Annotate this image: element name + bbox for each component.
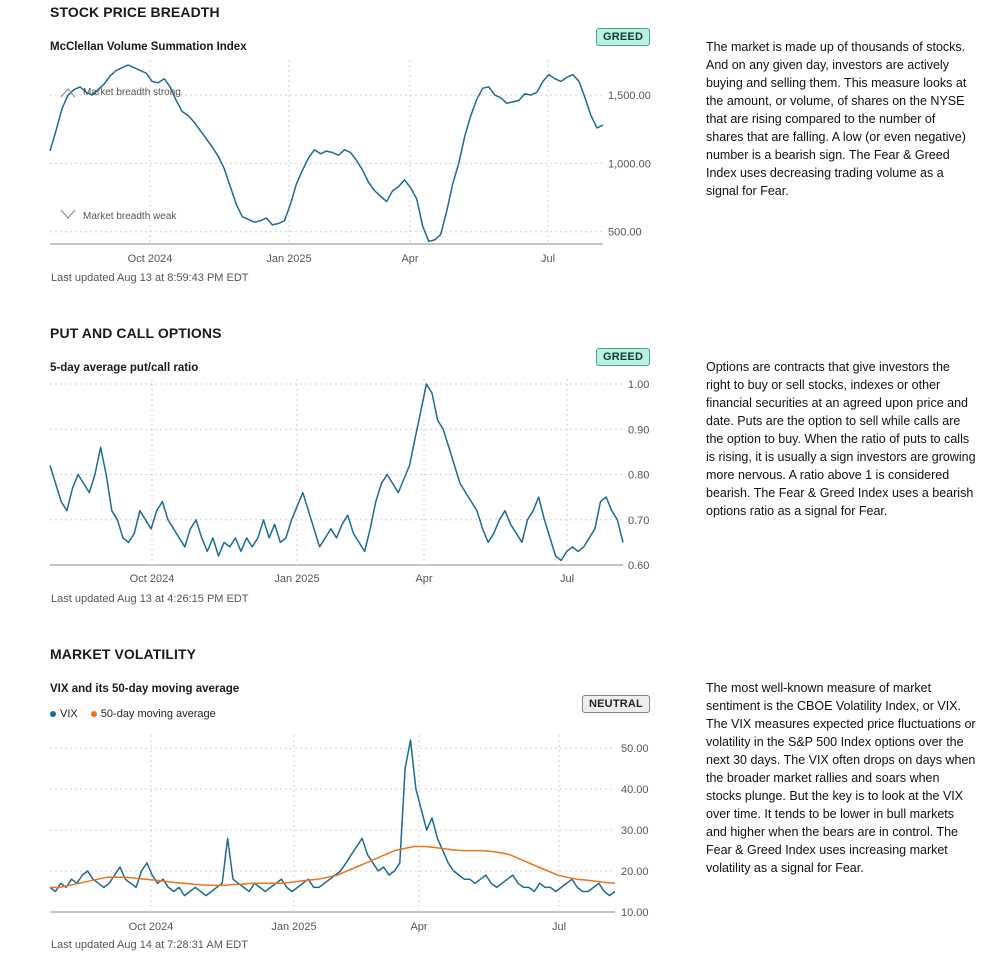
x-tick-label: Apr (401, 253, 418, 265)
x-tick-label: Apr (415, 573, 432, 585)
y-tick-label: 1,000.00 (608, 158, 651, 170)
y-tick-label: 10.00 (621, 907, 649, 919)
x-tick-label: Jan 2025 (274, 573, 319, 585)
x-tick-label: Jul (560, 573, 574, 585)
x-tick-label: Jan 2025 (266, 253, 311, 265)
ma-dot-icon (90, 711, 97, 718)
legend-item-vix[interactable]: VIX (50, 708, 78, 720)
y-tick-label: 500.00 (608, 227, 642, 239)
last-updated: Last updated Aug 13 at 8:59:43 PM EDT (51, 272, 249, 284)
x-tick-label: Oct 2024 (130, 573, 175, 585)
y-tick-label: 50.00 (621, 743, 649, 755)
x-tick-label: Jul (541, 253, 555, 265)
y-tick-label: 1,500.00 (608, 90, 651, 102)
x-tick-label: Jul (552, 921, 566, 933)
sentiment-badge: GREED (596, 28, 651, 46)
series-line (49, 64, 604, 243)
y-tick-label: 0.80 (628, 470, 649, 482)
chart-title: McClellan Volume Summation Index (50, 41, 247, 53)
section-title: STOCK PRICE BREADTH (50, 4, 220, 20)
annotation-breadth-strong: Market breadth strong (83, 87, 181, 98)
chart-legend: VIX 50-day moving average (50, 708, 226, 720)
annotation-breadth-weak: Market breadth weak (83, 211, 177, 222)
vix-series-line (49, 739, 616, 897)
last-updated: Last updated Aug 13 at 4:26:15 PM EDT (51, 593, 249, 605)
chevron-down-icon (60, 209, 76, 219)
legend-item-ma[interactable]: 50-day moving average (90, 708, 216, 720)
section-title: MARKET VOLATILITY (50, 646, 197, 662)
vix-dot-icon (50, 711, 56, 718)
y-tick-label: 0.90 (628, 424, 649, 436)
y-tick-label: 30.00 (621, 825, 649, 837)
last-updated: Last updated Aug 14 at 7:28:31 AM EDT (51, 939, 248, 951)
y-tick-label: 20.00 (621, 866, 649, 878)
section-description: The most well-known measure of market se… (706, 681, 976, 875)
section-description: The market is made up of thousands of st… (706, 40, 967, 198)
legend-label: 50-day moving average (100, 708, 216, 720)
sentiment-badge: NEUTRAL (582, 695, 650, 713)
legend-label: VIX (60, 708, 78, 720)
x-tick-label: Oct 2024 (128, 253, 173, 265)
x-tick-label: Apr (410, 921, 427, 933)
chart-title: 5-day average put/call ratio (50, 362, 199, 374)
series-line (49, 383, 624, 562)
volatility-chart: 10.00 20.00 30.00 40.00 50.00 Oct 2024 Jan 202… (49, 735, 649, 933)
y-tick-label: 1.00 (628, 379, 649, 391)
section-stock-price-breadth: STOCK PRICE BREADTH McClellan Volume Sum… (0, 0, 990, 310)
chart-title: VIX and its 50-day moving average (50, 683, 240, 695)
section-description: Options are contracts that give investor… (706, 360, 976, 518)
x-tick-label: Jan 2025 (271, 921, 316, 933)
y-tick-label: 0.70 (628, 515, 649, 527)
y-tick-label: 0.60 (628, 560, 649, 572)
section-put-call-options: PUT AND CALL OPTIONS 5-day average put/c… (0, 0, 990, 605)
sentiment-badge: GREED (596, 348, 651, 366)
x-tick-label: Oct 2024 (129, 921, 174, 933)
ma-series-line (50, 845, 616, 889)
y-tick-label: 40.00 (621, 784, 649, 796)
chevron-up-icon (60, 88, 76, 98)
section-title: PUT AND CALL OPTIONS (50, 325, 222, 341)
put-call-chart: 0.60 0.70 0.80 0.90 1.00 Oct 2024 Jan 2025 Apr J… (49, 379, 649, 585)
breadth-chart: 500.00 1,000.00 1,500.00 Oct 2024 Jan 2025 Ap… (49, 60, 651, 265)
